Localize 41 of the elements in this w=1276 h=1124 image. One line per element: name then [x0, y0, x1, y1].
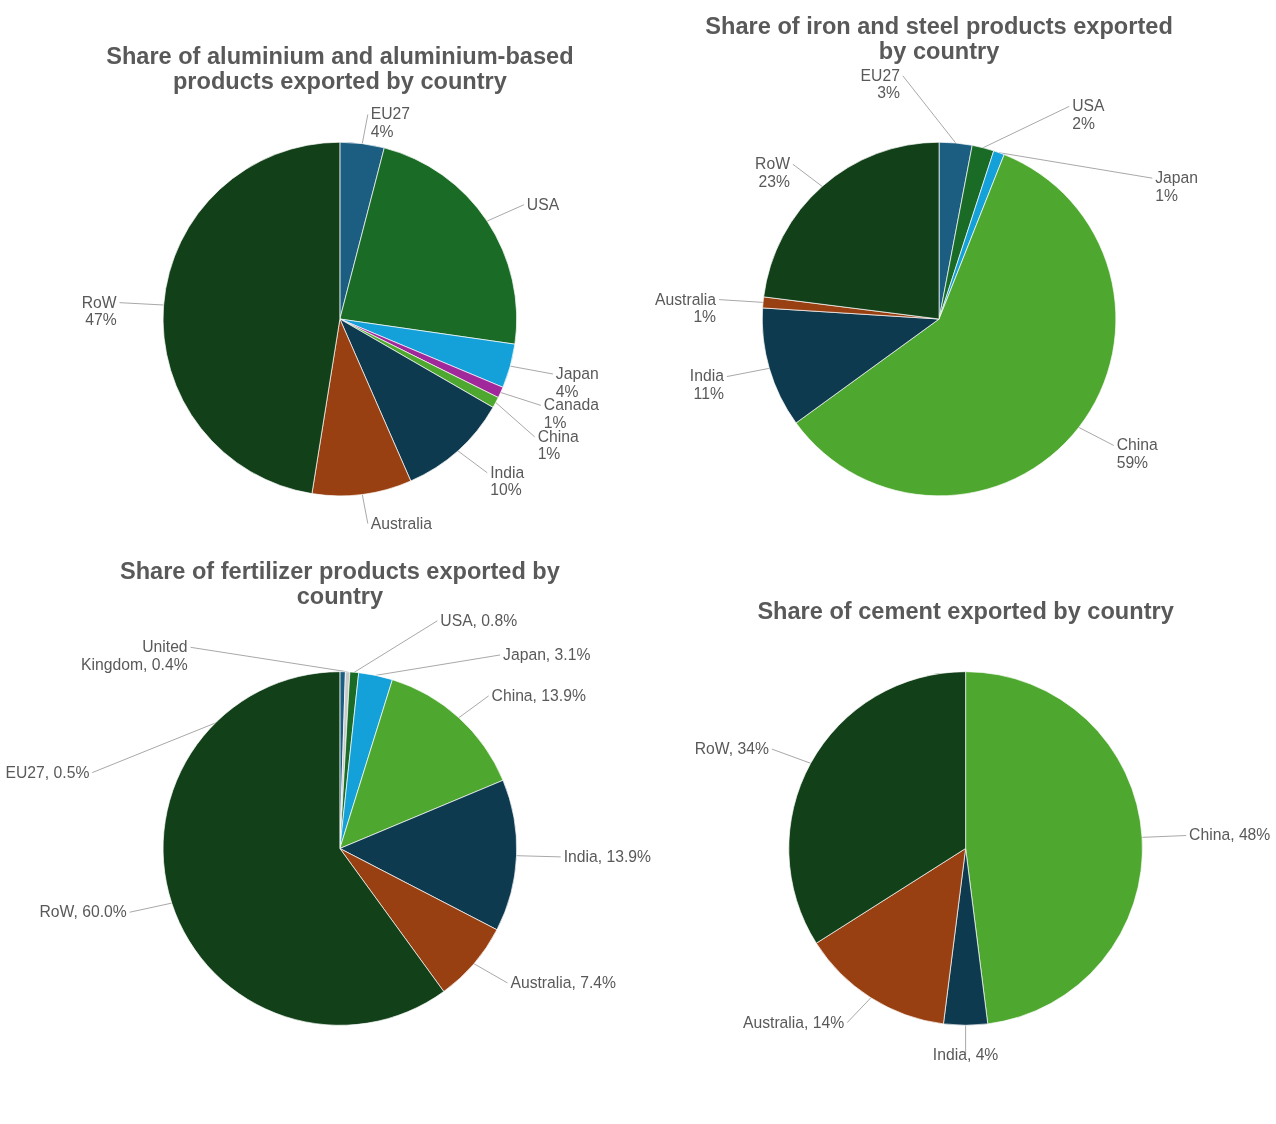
slice-label: Japan: [555, 364, 599, 382]
chart-title: Share of fertilizer products exported by country: [119, 557, 560, 610]
slice-label: India, 13.9%: [563, 847, 651, 865]
slice-label: Australia, 14%: [742, 1013, 845, 1031]
data-label: 1%: [1155, 186, 1178, 204]
slice-label: RoW: [81, 293, 117, 311]
slice-label: RoW, 34%: [694, 740, 769, 758]
data-label: 3%: [877, 84, 900, 102]
slice-label: RoW: [755, 155, 791, 173]
slice-label: EU27: [860, 66, 900, 84]
data-label: 1%: [693, 308, 717, 326]
data-label: 2%: [1072, 114, 1095, 132]
data-label: 1%: [537, 445, 561, 463]
slice-label: USA: [526, 195, 560, 213]
slice-label: India: [490, 463, 525, 481]
slice-label: EU27, 0.5%: [5, 763, 90, 781]
slice-label: Japan: [1155, 169, 1199, 187]
slice-label: China, 48%: [1189, 826, 1271, 844]
slice-label: USA, 0.8%: [440, 611, 518, 629]
slice-label: Australia: [370, 514, 433, 532]
chart-title: Share of iron and steel products exported by country: [705, 12, 1173, 65]
slice-label: United Kingdom, 0.4%: [81, 638, 188, 673]
slice-label: India: [689, 367, 725, 385]
slice-label: China, 13.9%: [491, 686, 586, 704]
slice-label: Australia: [654, 290, 717, 308]
slice-label: EU27: [370, 105, 411, 123]
chart-title: Share of aluminium and aluminium-based products exported by country: [106, 42, 574, 95]
slice-label: Australia, 7.4%: [510, 973, 617, 991]
slice-label: Japan, 3.1%: [503, 645, 591, 663]
slice-label: China: [1116, 436, 1158, 454]
data-label: 23%: [758, 172, 790, 190]
data-label: 47%: [85, 311, 117, 329]
chart-title: Share of cement exported by country: [757, 597, 1174, 624]
data-label: 59%: [1116, 454, 1149, 472]
slice-label: USA: [1072, 97, 1105, 115]
slice-label: China: [537, 427, 579, 445]
data-label: 10%: [490, 481, 522, 499]
data-label: 4%: [370, 122, 394, 140]
data-label: 11%: [693, 385, 724, 403]
slice-label: RoW, 60.0%: [39, 903, 127, 921]
slice-label: India, 4%: [932, 1045, 999, 1063]
